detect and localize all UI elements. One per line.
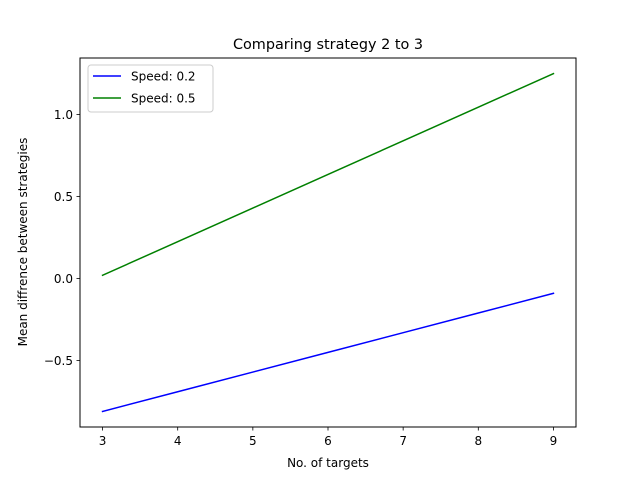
- plot-area: [101, 72, 555, 413]
- legend-label-2: Speed: 0.5: [131, 92, 196, 106]
- legend: Speed: 0.2 Speed: 0.5: [87, 64, 214, 113]
- x-tick-label: 4: [174, 434, 182, 448]
- y-tick-label: −0.5: [44, 354, 73, 368]
- x-tick-label: 5: [249, 434, 257, 448]
- x-tick-label: 7: [399, 434, 407, 448]
- x-tick-label: 9: [550, 434, 558, 448]
- series-line-2: [101, 72, 555, 277]
- series-line-1: [101, 292, 555, 413]
- y-tick-label: 0.5: [54, 190, 73, 204]
- x-axis: 3 4 5 6 7 8 9: [99, 427, 558, 448]
- y-axis: −0.5 0.0 0.5 1.0: [44, 108, 80, 368]
- x-tick-label: 3: [99, 434, 107, 448]
- x-axis-label: No. of targets: [287, 456, 369, 470]
- x-tick-label: 8: [474, 434, 482, 448]
- y-tick-label: 1.0: [54, 108, 73, 122]
- x-tick-label: 6: [324, 434, 332, 448]
- chart-title: Comparing strategy 2 to 3: [233, 37, 423, 53]
- y-axis-label: Mean diffrence between strategies: [16, 138, 30, 347]
- y-tick-label: 0.0: [54, 272, 73, 286]
- legend-label-1: Speed: 0.2: [131, 70, 196, 84]
